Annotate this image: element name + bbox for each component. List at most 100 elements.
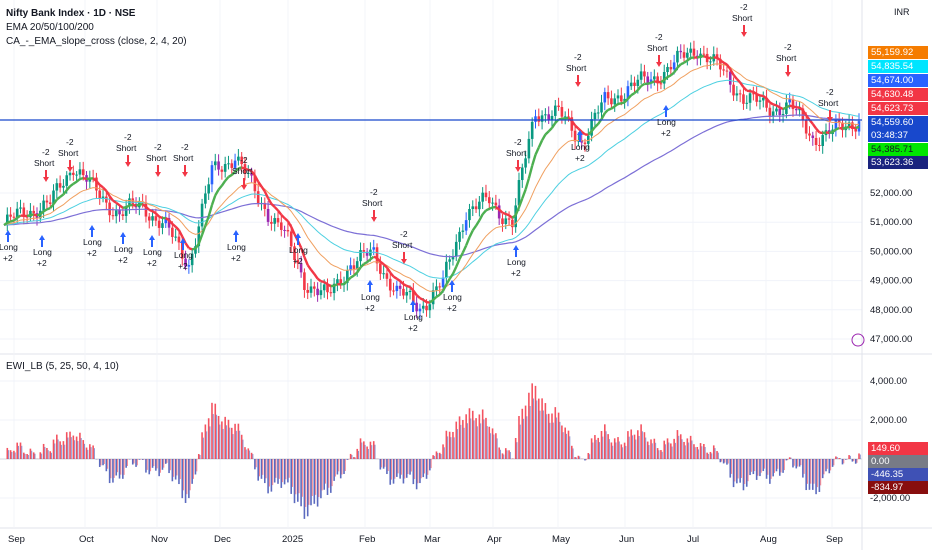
candle-body <box>194 246 197 254</box>
candle-body <box>735 93 739 96</box>
long-strength: +2 <box>118 255 128 265</box>
candle-body <box>81 169 85 176</box>
ema-20-segment <box>244 167 249 171</box>
ema-20-segment <box>673 66 679 74</box>
candle-body <box>303 272 306 290</box>
candle-body <box>108 202 111 216</box>
candle-body <box>428 304 432 311</box>
ema-20-segment <box>600 112 606 120</box>
long-label: Long <box>571 142 590 152</box>
ema-20-segment <box>798 106 804 112</box>
ema-20-segment <box>197 234 204 245</box>
short-label: Short <box>732 13 753 23</box>
ema-20-segment <box>409 286 415 292</box>
ema-20-segment <box>448 273 454 280</box>
ema-20-segment <box>6 220 12 224</box>
candle-body <box>534 116 537 122</box>
ema-20-segment <box>184 242 190 249</box>
candle-body <box>346 270 349 283</box>
ema-20-segment <box>382 263 388 269</box>
long-strength: +2 <box>511 268 521 278</box>
candle-body <box>791 99 795 110</box>
ema-20-segment <box>33 213 38 217</box>
candle-body <box>530 121 534 139</box>
ema-20-segment <box>505 212 510 217</box>
long-strength: +2 <box>87 248 97 258</box>
ema-20-segment <box>521 189 527 199</box>
candle-body <box>157 220 161 228</box>
ema-20-segment <box>280 213 286 219</box>
long-label: Long <box>361 292 380 302</box>
indicator-slope-label[interactable]: CA_-_EMA_slope_cross (close, 2, 4, 20) <box>6 36 187 47</box>
candle-body <box>177 236 181 243</box>
candle-body <box>19 207 22 209</box>
time-axis-label: May <box>552 534 570 545</box>
ema-20-segment <box>660 78 665 84</box>
candle-body <box>395 285 399 292</box>
candle-body <box>9 214 12 217</box>
candle-body <box>22 207 26 217</box>
osc-axis-label: 2,000.00 <box>870 415 907 426</box>
ema-20-segment <box>330 284 335 288</box>
candle-body <box>544 114 547 116</box>
short-arrow <box>43 170 49 182</box>
price-axis-label: 50,000.00 <box>870 246 912 257</box>
candle-body <box>246 172 250 174</box>
osc-badge-negative: -446.35 <box>868 468 928 481</box>
candle-body <box>451 256 455 260</box>
candle-body <box>91 177 95 179</box>
ema-20-segment <box>396 277 401 282</box>
candle-body <box>639 71 643 80</box>
short-label: Short <box>776 53 797 63</box>
indicator-ema-label[interactable]: EMA 20/50/100/200 <box>6 22 94 33</box>
candle-body <box>837 120 841 123</box>
candle-body <box>190 253 194 266</box>
candle-body <box>709 61 712 63</box>
candle-body <box>669 66 673 70</box>
ema-20-segment <box>725 63 732 70</box>
ema-20-segment <box>277 209 283 216</box>
oscillator-title[interactable]: EWI_LB (5, 25, 50, 4, 10) <box>6 361 119 372</box>
currency-label[interactable]: INR <box>894 7 910 17</box>
osc-badge-positive: 149.60 <box>868 442 928 455</box>
osc-badge-negative-2: -834.97 <box>868 481 928 494</box>
candle-body <box>355 261 359 269</box>
ema-20-segment <box>194 243 200 250</box>
candle-body <box>590 119 593 136</box>
candle-body <box>213 161 217 166</box>
ema-20-segment <box>756 92 761 97</box>
candle-body <box>613 98 617 105</box>
candle-body <box>659 83 663 85</box>
candle-body <box>273 218 276 224</box>
ema-20-segment <box>168 219 174 225</box>
candle-body <box>445 261 448 278</box>
candle-body <box>15 208 19 218</box>
ema-20-segment <box>789 104 794 108</box>
candle-body <box>610 98 613 105</box>
candle-body <box>250 172 253 176</box>
long-arrow <box>120 232 126 244</box>
candle-body <box>567 116 570 118</box>
ema-20-segment <box>135 203 140 207</box>
ema-20-segment <box>550 122 557 129</box>
candle-body <box>600 102 603 113</box>
short-label: Short <box>392 240 413 250</box>
ema-20-segment <box>343 280 349 285</box>
candle-body <box>12 216 16 218</box>
ema-20-segment <box>373 255 378 260</box>
ema-20-segment <box>286 220 293 228</box>
ema-20-segment <box>670 71 675 77</box>
candle-body <box>448 259 451 262</box>
candle-body <box>431 290 435 305</box>
candle-body <box>540 115 544 122</box>
ema-20-segment <box>461 244 468 254</box>
ema-20-segment <box>115 201 121 207</box>
candle-body <box>603 92 607 103</box>
short-arrow <box>371 210 377 222</box>
candle-body <box>649 79 653 84</box>
candle-body <box>134 203 138 208</box>
ema-20-segment <box>299 247 306 258</box>
candle-body <box>643 71 646 77</box>
ema-20-segment <box>531 154 537 167</box>
